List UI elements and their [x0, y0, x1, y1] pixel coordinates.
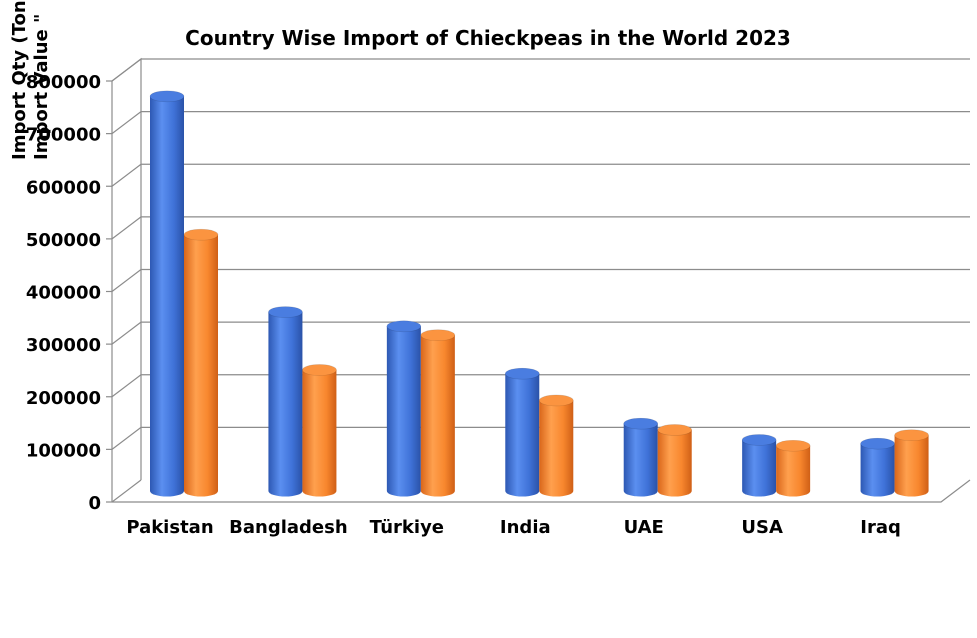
y-tick-label: 300000 — [26, 335, 101, 356]
bar-top — [894, 429, 929, 442]
bar-iraq-series-1 — [860, 437, 895, 497]
bar-body — [623, 423, 658, 497]
x-tick-label: Bangladesh — [229, 517, 348, 538]
bar-top — [775, 439, 811, 452]
bar-türkiye-series-2 — [420, 329, 456, 497]
bar-top — [302, 364, 337, 376]
bar-usa-series-2 — [775, 439, 811, 497]
y-tick-label: 100000 — [26, 440, 101, 461]
y-tick-label: 200000 — [26, 388, 101, 409]
bar-body — [776, 445, 811, 497]
bar-pakistan-series-1 — [149, 90, 185, 497]
gridline-diagonal — [111, 163, 142, 187]
bar-body — [184, 234, 218, 497]
y-tick-label: 800000 — [26, 72, 101, 93]
bar-body — [505, 373, 540, 497]
gridline-diagonal — [111, 269, 142, 292]
bar-india-series-2 — [538, 394, 574, 497]
bar-top — [538, 394, 574, 407]
gridline-diagonal — [111, 216, 142, 240]
bar-body — [860, 443, 895, 497]
y-tick-labels: 0 100000 200000 300000 400000 500000 600000 700… — [26, 72, 101, 514]
x-tick-label: India — [500, 517, 551, 538]
y-axis-title-2: Import Value " — [31, 14, 52, 160]
bar-bangladesh-series-2 — [302, 364, 337, 497]
bar-uae-series-1 — [623, 417, 659, 497]
gridline-diagonal — [111, 321, 142, 345]
y-axis-title-1: Import Qty (Tons) — [9, 0, 30, 160]
y-tick-label: 600000 — [26, 177, 101, 198]
bar-top — [183, 228, 219, 241]
bar-pakistan-series-2 — [183, 228, 219, 497]
bar-bangladesh-series-1 — [268, 306, 303, 497]
chart-title: Country Wise Import of Chieckpeas in the… — [185, 26, 791, 50]
y-tick-label: 700000 — [26, 125, 101, 146]
bar-top — [623, 417, 659, 430]
y-tick-label: 0 — [88, 493, 101, 514]
x-tick-labels: Pakistan Bangladesh Türkiye India UAE USA Iraq — [126, 517, 901, 538]
bar-body — [268, 312, 303, 497]
y-tick-label: 400000 — [26, 283, 101, 304]
gridline-diagonal — [111, 58, 142, 82]
bar-top — [268, 306, 303, 318]
bar-usa-series-1 — [741, 434, 777, 497]
bar-body — [302, 369, 337, 497]
bar-india-series-1 — [504, 367, 540, 497]
bar-body — [150, 96, 184, 497]
bar-top — [386, 320, 422, 333]
bar-body — [420, 335, 455, 497]
gridline-diagonal — [111, 479, 142, 503]
bar-body — [742, 439, 777, 497]
x-tick-label: Türkiye — [370, 517, 444, 538]
bar-türkiye-series-1 — [386, 320, 422, 497]
bar-iraq-series-2 — [894, 429, 929, 497]
bar-top — [657, 424, 693, 436]
bar-top — [149, 90, 185, 103]
gridline-diagonal — [111, 374, 142, 398]
bar-body — [539, 400, 574, 497]
gridline-diagonal — [111, 111, 142, 135]
bar-body — [894, 435, 929, 497]
floor-outline — [112, 479, 971, 503]
bar-uae-series-2 — [657, 424, 693, 497]
x-tick-label: Iraq — [860, 517, 901, 538]
bar-top — [504, 367, 540, 380]
bars — [149, 90, 929, 497]
bar-top — [860, 437, 895, 450]
x-tick-label: USA — [741, 517, 783, 538]
bar-top — [741, 434, 777, 446]
x-tick-label: UAE — [624, 517, 664, 538]
y-tick-label: 500000 — [26, 230, 101, 251]
bar-top — [420, 329, 456, 342]
gridlines — [106, 58, 970, 503]
bar-body — [386, 326, 421, 497]
gridline-diagonal — [111, 426, 142, 450]
x-tick-label: Pakistan — [126, 517, 213, 538]
bar-body — [657, 429, 692, 497]
